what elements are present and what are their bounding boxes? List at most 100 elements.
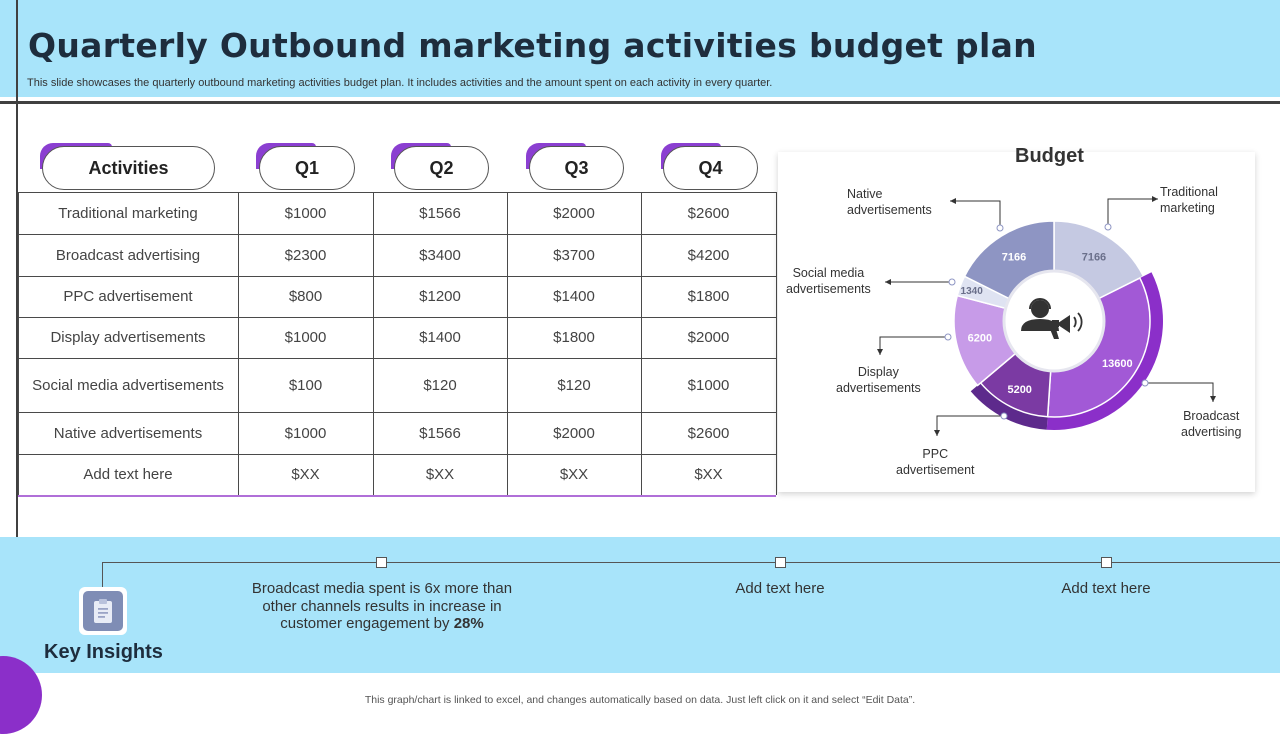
table-cell-amount: $4200: [687, 246, 730, 264]
table-cell-amount: $1200: [419, 288, 461, 305]
slice-value-label: 6200: [968, 333, 992, 345]
marketing-headset-icon: [1021, 298, 1083, 339]
callout-ppc: PPC advertisement: [896, 447, 975, 477]
table-cell-amount: $XX: [291, 466, 320, 483]
slice-value-label: 1340: [961, 286, 984, 297]
icon-shape: [1073, 316, 1077, 328]
table-cell-amount: $1000: [284, 424, 327, 442]
table-cell-amount: $2000: [553, 424, 595, 442]
table-cell-activity: Add text here: [83, 466, 173, 483]
callout-line: [1145, 382, 1214, 402]
callout-dot: [948, 278, 956, 286]
table-row-line: [18, 276, 776, 277]
timeline-marker-3: [1101, 557, 1112, 568]
header-divider: [0, 101, 1280, 104]
callout-traditional: Traditional marketing: [1160, 185, 1218, 215]
table-cell-amount: $1000: [687, 376, 730, 394]
callout-line: [950, 200, 1001, 228]
table-cell-amount: $120: [423, 376, 457, 394]
table-cell-amount: $2300: [284, 246, 327, 264]
callout-display: Display advertisements: [836, 365, 921, 395]
icon-shape: [1052, 320, 1059, 327]
table-row-line: [18, 495, 776, 497]
icon-shape: [1021, 319, 1059, 331]
table-cell-activity: Broadcast advertising: [55, 246, 201, 264]
table-column-line: [18, 192, 19, 495]
table-row-line: [18, 234, 776, 235]
callout-line: [1107, 198, 1158, 227]
callout-native: Native advertisements: [847, 187, 932, 217]
callout-line: [936, 415, 1004, 436]
table-header-q2: Q2: [394, 146, 489, 190]
table-header-q4: Q4: [663, 146, 758, 190]
table-cell-amount: $1566: [419, 424, 461, 442]
slice-value-label: 7166: [1082, 251, 1106, 263]
table-column-line: [776, 192, 777, 495]
table-cell-amount: $1400: [553, 288, 595, 305]
table-header-q3: Q3: [529, 146, 624, 190]
table-cell-amount: $XX: [694, 466, 723, 483]
table-row-line: [18, 317, 776, 318]
callout-dot: [944, 333, 952, 341]
header-band: [0, 0, 1280, 97]
table-cell-amount: $1800: [553, 329, 595, 346]
table-row-line: [18, 454, 776, 455]
page-title: Quarterly Outbound marketing activities …: [28, 26, 1037, 65]
callout-dot: [1104, 223, 1112, 231]
page-subtitle: This slide showcases the quarterly outbo…: [27, 77, 773, 89]
footer-note: This graph/chart is linked to excel, and…: [364, 694, 916, 706]
icon-shape: [1058, 315, 1070, 333]
table-header-activities: Activities: [42, 146, 215, 190]
callout-line: [879, 336, 948, 355]
timeline-start-tick: [102, 562, 103, 588]
table-cell-amount: $2600: [687, 204, 730, 222]
table-cell-amount: $100: [288, 376, 323, 394]
table-cell-amount: $1000: [284, 329, 327, 346]
icon-shape: [1031, 300, 1049, 318]
table-cell-amount: $1400: [419, 329, 461, 346]
table-header-q1: Q1: [259, 146, 355, 190]
table-cell-amount: $120: [557, 376, 591, 394]
table-column-line: [373, 192, 374, 495]
callout-dot: [1000, 412, 1008, 420]
table-cell-amount: $800: [288, 288, 323, 305]
icon-shape: [1050, 329, 1059, 339]
icon-shape: [1077, 312, 1083, 332]
table-cell-amount: $1000: [284, 204, 327, 222]
insights-band: [0, 537, 1280, 673]
callout-arrow: [934, 430, 940, 436]
icon-shape: [1029, 298, 1051, 310]
chart-title: Budget: [1015, 145, 1084, 167]
table-cell-activity: Social media advertisements: [32, 376, 224, 394]
table-row-line: [18, 412, 776, 413]
callout-arrow: [877, 349, 883, 355]
key-insights-label: Key Insights: [44, 641, 163, 663]
insight-2: Add text here: [735, 580, 825, 597]
timeline-marker-1: [376, 557, 387, 568]
table-cell-activity: Display advertisements: [50, 329, 206, 346]
callout-arrow: [950, 198, 956, 204]
table-column-line: [641, 192, 642, 495]
callout-arrow: [885, 279, 891, 285]
callout-arrow: [1152, 196, 1158, 202]
table-cell-amount: $2600: [687, 424, 730, 442]
callout-dot: [1141, 379, 1149, 387]
table-column-line: [238, 192, 239, 495]
table-cell-amount: $1800: [687, 288, 730, 305]
slice-value-label: 7166: [1002, 251, 1026, 263]
table-cell-amount: $3700: [553, 246, 595, 264]
insight-1: Broadcast media spent is 6x more than ot…: [251, 580, 513, 632]
table-cell-activity: Traditional marketing: [58, 204, 198, 222]
left-divider: [16, 0, 18, 660]
table-row-line: [18, 192, 776, 193]
callout-arrow: [1210, 396, 1216, 402]
table-cell-amount: $1566: [419, 204, 461, 222]
table-cell-activity: PPC advertisement: [63, 288, 193, 305]
insights-timeline: [102, 562, 1280, 563]
table-cell-amount: $XX: [425, 466, 455, 483]
callout-social: Social media advertisements: [786, 266, 871, 296]
table-cell-amount: $2000: [687, 329, 730, 346]
table-cell-amount: $XX: [559, 466, 589, 483]
insight-3: Add text here: [1061, 580, 1151, 597]
